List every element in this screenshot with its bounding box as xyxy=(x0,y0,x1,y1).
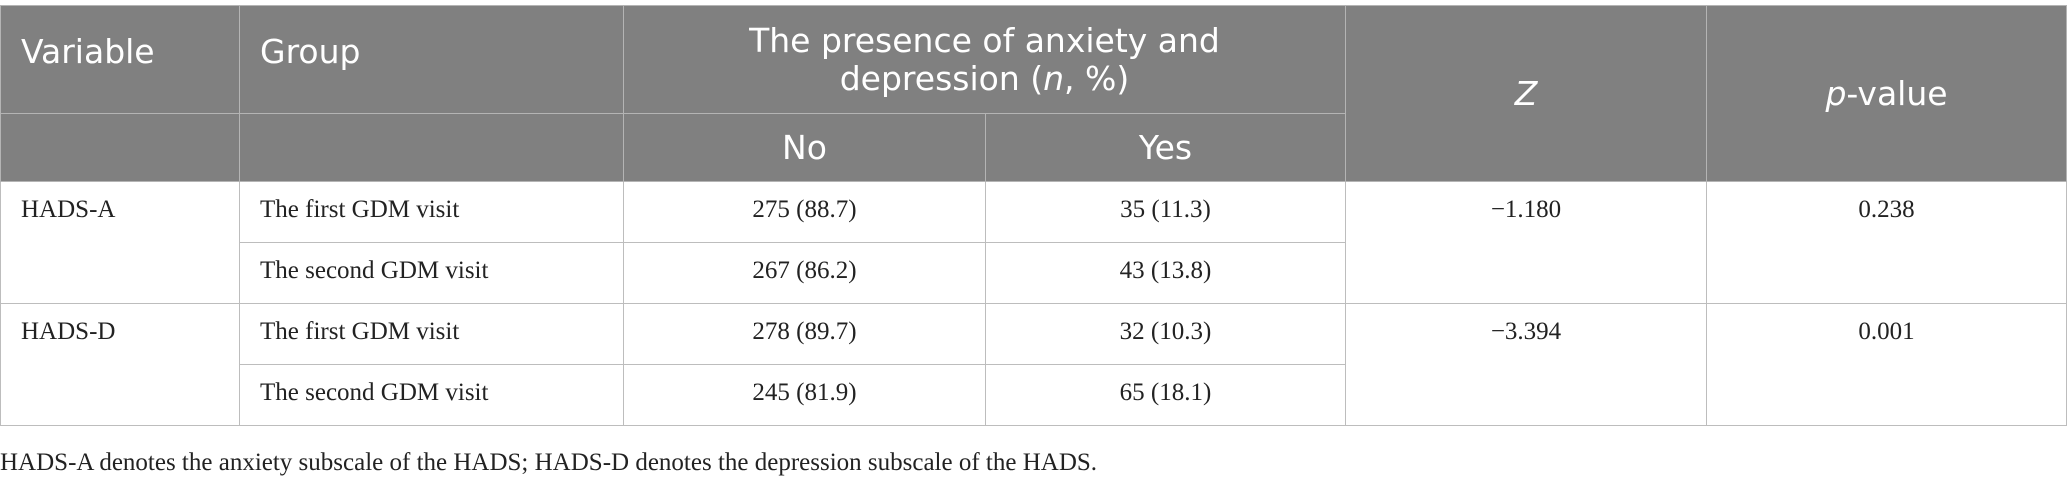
table-cell: 275 (88.7) xyxy=(623,181,986,243)
table-row: HADS-D The first GDM visit 278 (89.7) 32 (1… xyxy=(0,303,2067,426)
table-cell: 0.001 xyxy=(1706,303,2067,426)
header-cell: Z xyxy=(1345,5,1707,182)
header-text: The presence of anxiety and depression ( xyxy=(749,20,1220,98)
table-row: HADS-A The first GDM visit 275 (88.7) 35 (1… xyxy=(0,181,2067,304)
data-table: Variable Group The presence of anxiety a… xyxy=(0,5,2067,426)
table-cell: −3.394 xyxy=(1345,303,1707,426)
header-cell: Yes xyxy=(985,113,1346,182)
header-text: p xyxy=(1825,74,1847,113)
header-cell: No xyxy=(623,113,986,182)
table-cell: 267 (86.2) xyxy=(623,242,986,304)
table-cell: −1.180 xyxy=(1345,181,1707,304)
table-row: The second GDM visit 267 (86.2) 43 (13.8) xyxy=(1,242,2067,304)
table-cell: The second GDM visit xyxy=(239,364,624,426)
table-cell: The first GDM visit xyxy=(239,181,624,243)
header-cell: The presence of anxiety and depression (… xyxy=(623,5,1346,114)
header-text: n xyxy=(1043,58,1065,98)
table-cell: 0.238 xyxy=(1706,181,2067,304)
header-text: Z xyxy=(1514,74,1538,113)
table-body: HADS-A The first GDM visit 275 (88.7) 35 (1… xyxy=(0,181,2067,426)
table-cell: HADS-A xyxy=(0,181,240,304)
header-cell xyxy=(239,113,624,182)
table-cell: 278 (89.7) xyxy=(623,303,986,365)
table-cell: 245 (81.9) xyxy=(623,364,986,426)
header-text: -value xyxy=(1846,74,1948,113)
table-cell: 43 (13.8) xyxy=(985,242,1346,304)
table-cell: 32 (10.3) xyxy=(985,303,1346,365)
table-cell: The second GDM visit xyxy=(239,242,624,304)
header-cell: Variable xyxy=(0,5,240,114)
table-cell: HADS-D xyxy=(0,303,240,426)
table-cell: 65 (18.1) xyxy=(985,364,1346,426)
header-cell xyxy=(0,113,240,182)
footnote: HADS-A denotes the anxiety subscale of t… xyxy=(0,449,1098,476)
table-row: The second GDM visit 245 (81.9) 65 (18.1) xyxy=(1,364,2067,426)
table-cell: 35 (11.3) xyxy=(985,181,1346,243)
header-cell: Group xyxy=(239,5,624,114)
table-cell: The first GDM visit xyxy=(239,303,624,365)
header-cell: p-value xyxy=(1706,5,2067,182)
header-text: , %) xyxy=(1064,58,1130,98)
